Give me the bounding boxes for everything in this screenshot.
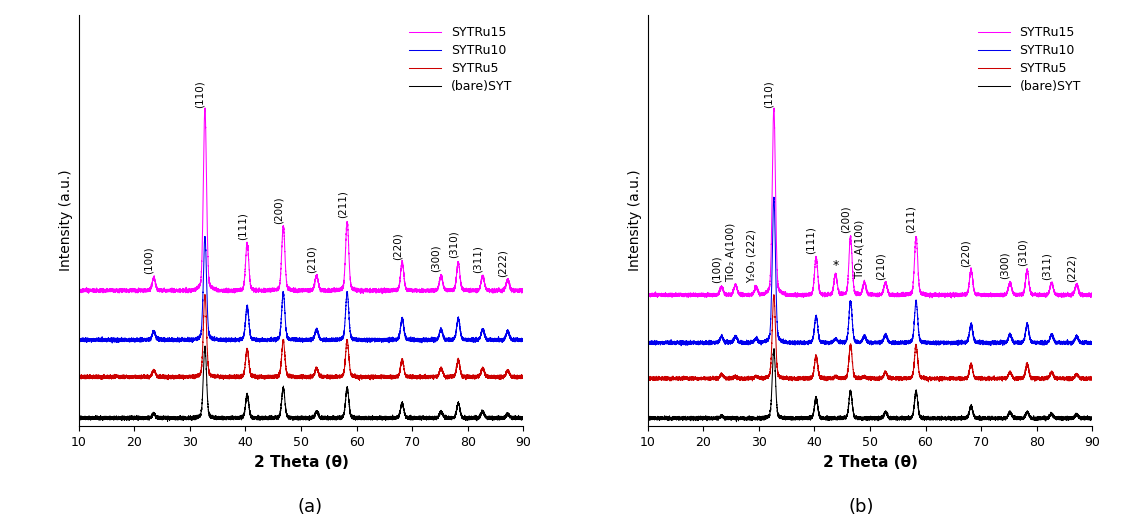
Y-axis label: Intensity (a.u.): Intensity (a.u.) — [60, 170, 73, 271]
Text: (100): (100) — [144, 247, 154, 275]
Text: TiO₂ A(100): TiO₂ A(100) — [725, 222, 735, 282]
Legend: SYTRu15, SYTRu10, SYTRu5, (bare)SYT: SYTRu15, SYTRu10, SYTRu5, (bare)SYT — [973, 21, 1085, 98]
Text: (222): (222) — [1066, 254, 1076, 282]
X-axis label: 2 Theta (θ): 2 Theta (θ) — [253, 454, 348, 469]
Text: (310): (310) — [1017, 238, 1027, 266]
Text: (211): (211) — [906, 206, 917, 233]
Text: (310): (310) — [448, 231, 458, 258]
Text: (111): (111) — [806, 227, 816, 254]
Text: (200): (200) — [274, 196, 284, 224]
Text: (111): (111) — [238, 212, 248, 240]
Text: (300): (300) — [1000, 252, 1010, 279]
Y-axis label: Intensity (a.u.): Intensity (a.u.) — [628, 170, 642, 271]
Text: (220): (220) — [392, 232, 402, 260]
Text: (b): (b) — [849, 498, 874, 516]
Text: (210): (210) — [306, 245, 316, 272]
Text: (222): (222) — [498, 250, 508, 277]
Text: (311): (311) — [1042, 252, 1052, 280]
Text: (210): (210) — [876, 252, 885, 280]
Text: (311): (311) — [473, 245, 483, 272]
Text: (300): (300) — [431, 244, 441, 272]
Text: (100): (100) — [712, 255, 722, 283]
Text: (a): (a) — [297, 498, 322, 516]
Text: (220): (220) — [962, 240, 971, 267]
Text: (200): (200) — [840, 205, 850, 233]
Text: (211): (211) — [337, 191, 347, 218]
Legend: SYTRu15, SYTRu10, SYTRu5, (bare)SYT: SYTRu15, SYTRu10, SYTRu5, (bare)SYT — [404, 21, 517, 98]
Text: TiO₂ A(100): TiO₂ A(100) — [855, 220, 865, 279]
X-axis label: 2 Theta (θ): 2 Theta (θ) — [823, 454, 918, 469]
Text: *: * — [832, 258, 839, 271]
Text: (110): (110) — [195, 80, 205, 108]
Text: (110): (110) — [763, 80, 774, 108]
Text: Y₂O₃ (222): Y₂O₃ (222) — [747, 230, 756, 283]
